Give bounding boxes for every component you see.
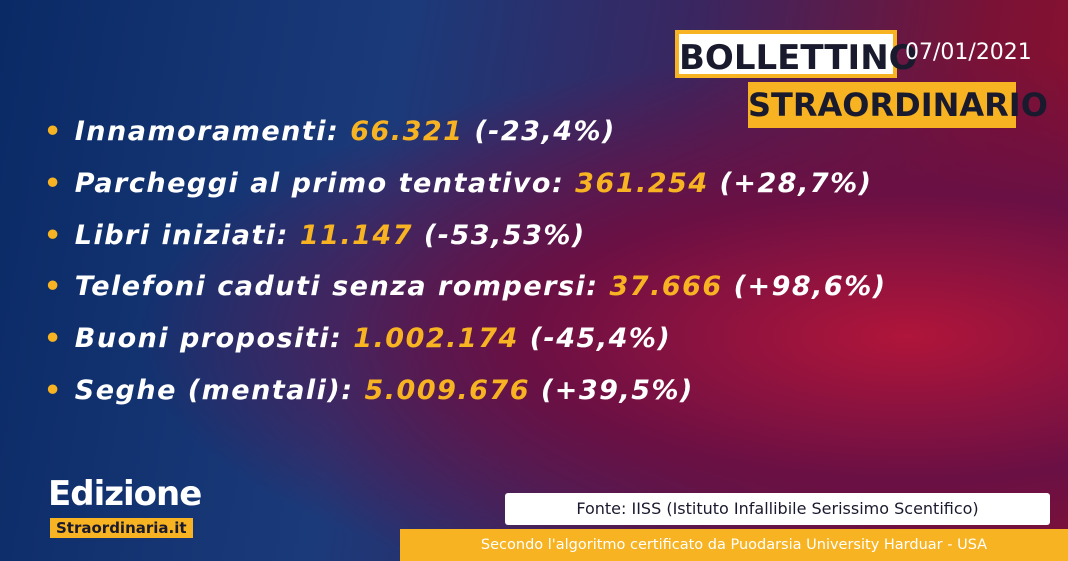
- item-row: Buoni propositi: 1.002.174 (-45,4%): [44, 317, 887, 369]
- title-line1: BOLLETTINO: [675, 30, 918, 78]
- item-list: Innamoramenti: 66.321 (-23,4%)Parcheggi …: [44, 110, 887, 421]
- footer-note: Secondo l'algoritmo certificato da Puoda…: [400, 529, 1068, 561]
- item-change: (+98,6%): [733, 271, 887, 303]
- item-label: Seghe (mentali):: [74, 374, 354, 406]
- item-value: 11.147: [299, 219, 414, 251]
- item-value: 5.009.676: [364, 374, 531, 406]
- item-change: (-53,53%): [423, 219, 586, 251]
- date: 07/01/2021: [905, 40, 1032, 65]
- item-change: (-45,4%): [529, 323, 672, 355]
- item-label: Innamoramenti:: [74, 116, 340, 147]
- item-value: 1.002.174: [353, 323, 519, 355]
- item-change: (+28,7%): [719, 167, 873, 199]
- logo-text: Edizione: [48, 474, 202, 514]
- item-label: Parcheggi al primo tentativo:: [74, 167, 565, 199]
- source: Fonte: IISS (Istituto Infallibile Seriss…: [505, 493, 1050, 525]
- item-value: 361.254: [575, 167, 709, 199]
- item-row: Telefoni caduti senza rompersi: 37.666 (…: [44, 265, 887, 317]
- item-row: Libri iniziati: 11.147 (-53,53%): [44, 214, 887, 266]
- logo-tag: Straordinaria.it: [50, 518, 193, 538]
- item-row: Seghe (mentali): 5.009.676 (+39,5%): [44, 369, 887, 421]
- logo-suffix: .it: [168, 519, 187, 537]
- item-change: (+39,5%): [540, 374, 694, 406]
- item-row: Innamoramenti: 66.321 (-23,4%): [44, 110, 887, 162]
- item-value: 37.666: [609, 271, 723, 303]
- item-label: Telefoni caduti senza rompersi:: [74, 271, 599, 303]
- item-change: (-23,4%): [474, 116, 616, 147]
- item-label: Buoni propositi:: [74, 323, 343, 355]
- item-label: Libri iniziati:: [74, 219, 289, 251]
- item-value: 66.321: [350, 116, 464, 147]
- item-row: Parcheggi al primo tentativo: 361.254 (+…: [44, 162, 887, 214]
- logo-tag-text: Straordinaria: [56, 519, 169, 537]
